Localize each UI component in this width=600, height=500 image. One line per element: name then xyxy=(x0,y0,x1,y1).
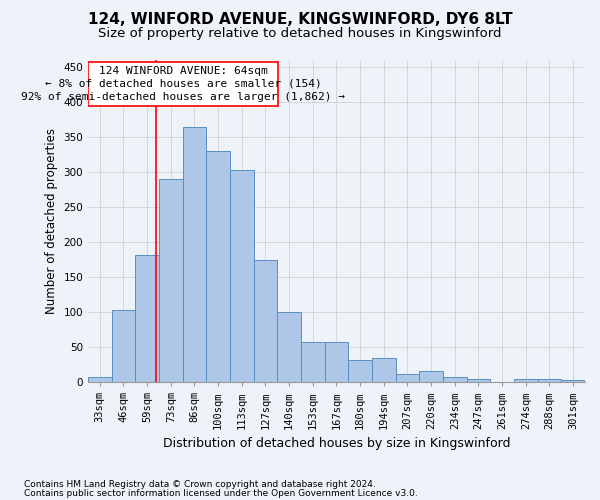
Text: Size of property relative to detached houses in Kingswinford: Size of property relative to detached ho… xyxy=(98,28,502,40)
Bar xyxy=(88,62,278,106)
Text: 92% of semi-detached houses are larger (1,862) →: 92% of semi-detached houses are larger (… xyxy=(21,92,345,102)
Y-axis label: Number of detached properties: Number of detached properties xyxy=(45,128,58,314)
X-axis label: Distribution of detached houses by size in Kingswinford: Distribution of detached houses by size … xyxy=(163,437,510,450)
Bar xyxy=(159,179,182,382)
Text: 124 WINFORD AVENUE: 64sqm: 124 WINFORD AVENUE: 64sqm xyxy=(99,66,268,76)
Bar xyxy=(419,371,443,382)
Bar xyxy=(88,376,112,382)
Bar xyxy=(562,380,585,382)
Bar xyxy=(254,260,277,382)
Bar xyxy=(467,378,490,382)
Bar xyxy=(136,256,159,382)
Bar xyxy=(325,342,349,382)
Text: ← 8% of detached houses are smaller (154): ← 8% of detached houses are smaller (154… xyxy=(45,79,322,89)
Bar xyxy=(277,312,301,382)
Bar xyxy=(349,360,372,382)
Text: 124, WINFORD AVENUE, KINGSWINFORD, DY6 8LT: 124, WINFORD AVENUE, KINGSWINFORD, DY6 8… xyxy=(88,12,512,28)
Bar xyxy=(443,376,467,382)
Bar xyxy=(182,126,206,382)
Text: Contains public sector information licensed under the Open Government Licence v3: Contains public sector information licen… xyxy=(24,488,418,498)
Bar xyxy=(112,310,136,382)
Bar xyxy=(301,342,325,382)
Bar xyxy=(395,374,419,382)
Bar xyxy=(230,170,254,382)
Bar xyxy=(514,378,538,382)
Text: Contains HM Land Registry data © Crown copyright and database right 2024.: Contains HM Land Registry data © Crown c… xyxy=(24,480,376,489)
Bar xyxy=(372,358,395,382)
Bar xyxy=(538,378,562,382)
Bar xyxy=(206,151,230,382)
